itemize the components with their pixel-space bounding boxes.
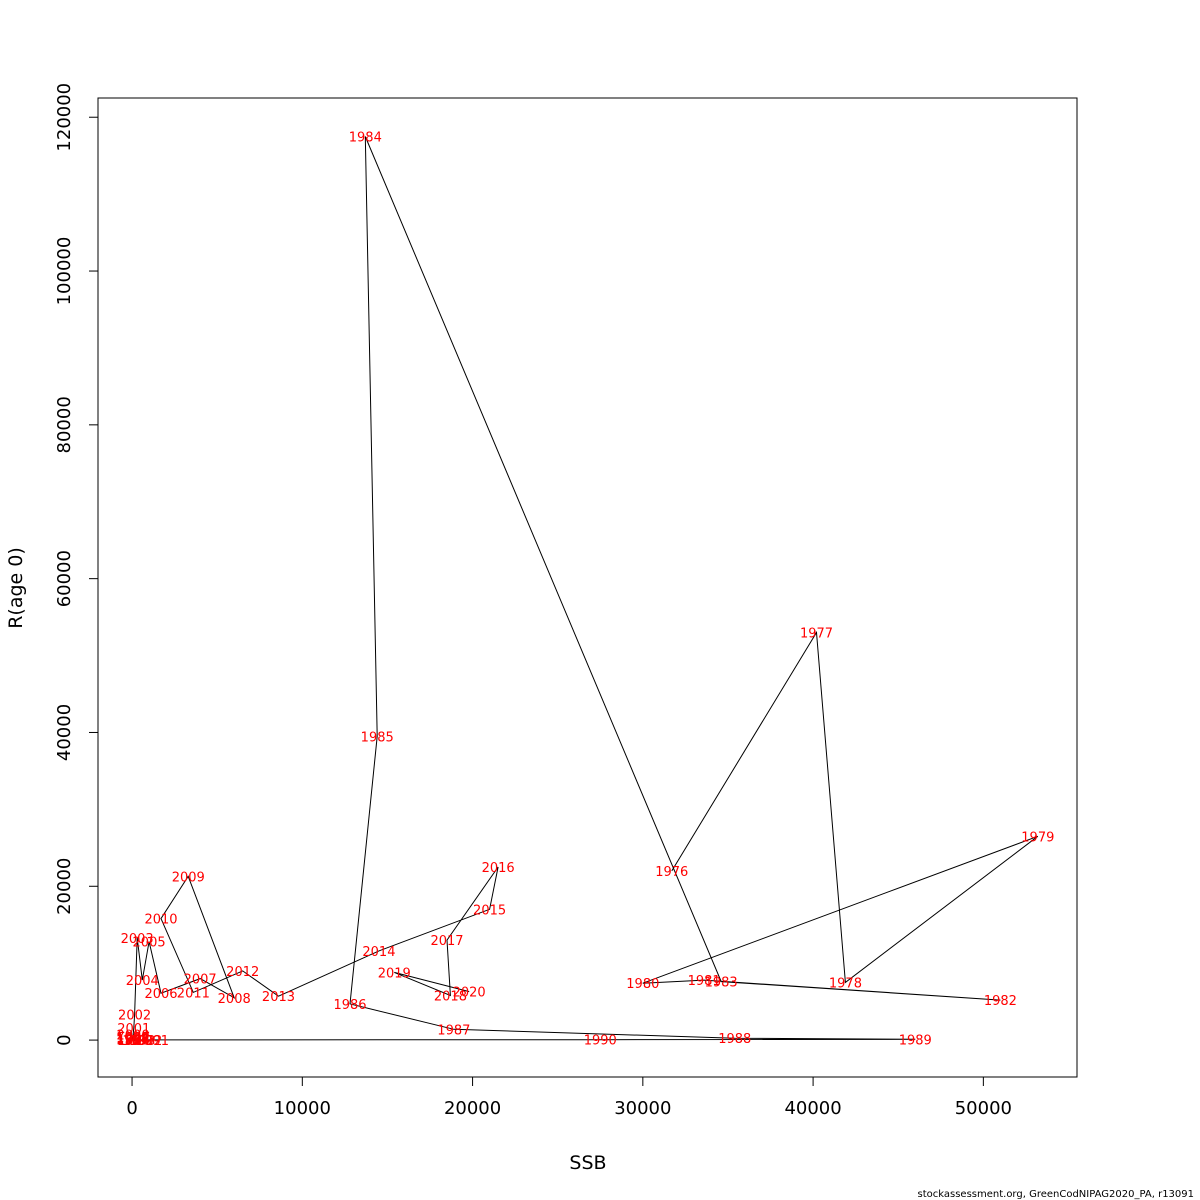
- year-label-1984: 1984: [349, 130, 382, 145]
- x-axis: 0 10000 20000 30000 40000 50000: [126, 1076, 1012, 1119]
- year-label-2006: 2006: [144, 987, 177, 1002]
- year-label-1988: 1988: [718, 1032, 751, 1047]
- year-label-2008: 2008: [218, 992, 251, 1007]
- year-label-1987: 1987: [437, 1023, 470, 1038]
- year-label-2002: 2002: [118, 1009, 151, 1024]
- year-label-1997: 1997: [116, 1033, 149, 1048]
- y-tick-label: 60000: [54, 550, 75, 607]
- x-tick-label: 40000: [784, 1098, 841, 1119]
- year-label-2003: 2003: [121, 932, 154, 947]
- year-label-2000: 2000: [117, 1029, 150, 1044]
- y-axis: 0 20000 40000 60000 80000 100000 120000: [54, 83, 99, 1046]
- year-label-1980: 1980: [626, 977, 659, 992]
- year-label-2005: 2005: [133, 936, 166, 951]
- year-label-2011: 2011: [177, 986, 210, 1001]
- year-label-1993: 1993: [122, 1034, 155, 1049]
- year-label-1989: 1989: [899, 1033, 932, 1048]
- y-tick-label: 40000: [54, 704, 75, 761]
- year-label-1990: 1990: [584, 1034, 617, 1049]
- plot-frame: [97, 97, 1078, 1078]
- year-label-2019: 2019: [378, 966, 411, 981]
- year-label-1994: 1994: [117, 1034, 150, 1049]
- x-tick-label: 0: [126, 1098, 137, 1119]
- x-tick-label: 10000: [274, 1098, 331, 1119]
- year-label-1996: 1996: [116, 1033, 149, 1048]
- year-label-2020: 2020: [453, 986, 486, 1001]
- year-label-2016: 2016: [482, 861, 515, 876]
- x-tick-label: 20000: [444, 1098, 501, 1119]
- year-label-1978: 1978: [829, 976, 862, 991]
- year-label-2004: 2004: [126, 974, 159, 989]
- year-label-2001: 2001: [117, 1022, 150, 1037]
- year-label-2007: 2007: [184, 973, 217, 988]
- year-label-2015: 2015: [473, 903, 506, 918]
- year-label-1977: 1977: [800, 626, 833, 641]
- year-label-1995: 1995: [116, 1034, 149, 1049]
- year-label-1981: 1981: [688, 974, 721, 989]
- year-label-1992: 1992: [129, 1034, 162, 1049]
- year-label-1991: 1991: [136, 1034, 169, 1049]
- footer-credit: stockassessment.org, GreenCodNIPAG2020_P…: [918, 1189, 1195, 1200]
- y-tick-label: 0: [54, 1034, 75, 1045]
- year-label-1986: 1986: [333, 998, 366, 1013]
- year-label-1985: 1985: [361, 730, 394, 745]
- year-label-2018: 2018: [434, 989, 467, 1004]
- y-tick-label: 20000: [54, 858, 75, 915]
- year-label-1998: 1998: [116, 1032, 149, 1047]
- year-label-2014: 2014: [362, 945, 395, 960]
- year-label-2010: 2010: [144, 913, 177, 928]
- x-tick-label: 50000: [955, 1098, 1012, 1119]
- year-label-1976: 1976: [655, 865, 688, 880]
- year-label-1999: 1999: [116, 1031, 149, 1046]
- y-axis-title: R(age 0): [5, 547, 27, 629]
- year-label-1983: 1983: [705, 976, 738, 991]
- year-labels: 1976 1977 1978 1979 1980 1981 1982 1983 1984 1985…: [116, 130, 1054, 1048]
- year-label-2013: 2013: [262, 990, 295, 1005]
- x-tick-label: 30000: [614, 1098, 671, 1119]
- y-tick-label: 120000: [54, 83, 75, 152]
- year-label-2017: 2017: [430, 934, 463, 949]
- x-axis-title: SSB: [569, 1152, 606, 1174]
- year-label-1979: 1979: [1021, 830, 1054, 845]
- year-label-2009: 2009: [172, 870, 205, 885]
- sr-trajectory-line: [132, 136, 1039, 1041]
- year-label-2012: 2012: [226, 965, 259, 980]
- y-tick-label: 100000: [54, 237, 75, 306]
- year-label-1982: 1982: [984, 994, 1017, 1009]
- y-tick-label: 80000: [54, 396, 75, 453]
